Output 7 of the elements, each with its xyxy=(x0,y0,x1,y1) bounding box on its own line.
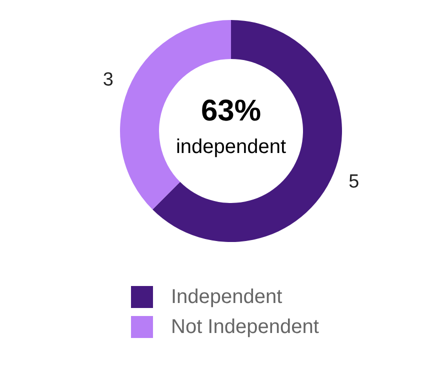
text: independent xyxy=(176,136,286,158)
text: 63% xyxy=(200,94,262,128)
legend-label: Not Independent xyxy=(171,316,320,338)
data-label: 3 xyxy=(102,70,114,91)
legend-label: Independent xyxy=(171,286,283,308)
data-label: 5 xyxy=(348,171,360,192)
donut-slice xyxy=(152,20,342,242)
